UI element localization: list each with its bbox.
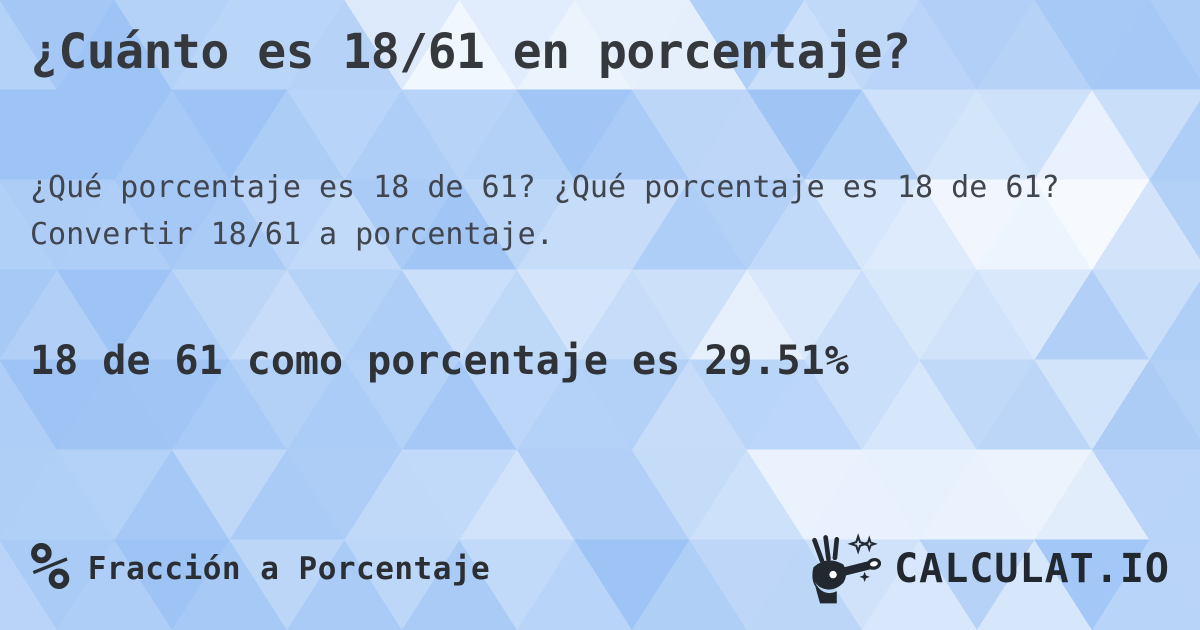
answer-text: 18 de 61 como porcentaje es 29.51% [30,338,849,384]
footer: % Fracción a Porcentaje [30,526,1170,612]
category: % Fracción a Porcentaje [30,528,491,605]
category-label: Fracción a Porcentaje [87,551,491,587]
magic-wand-hand-icon [808,532,886,606]
question-description: ¿Qué porcentaje es 18 de 61? ¿Qué porcen… [30,170,1060,252]
percent-icon: % [30,528,70,605]
brand-name: CALCULAT.IO [894,546,1170,592]
brand-logo: CALCULAT.IO [808,532,1170,606]
page-title: ¿Cuánto es 18/61 en porcentaje? [30,24,911,80]
